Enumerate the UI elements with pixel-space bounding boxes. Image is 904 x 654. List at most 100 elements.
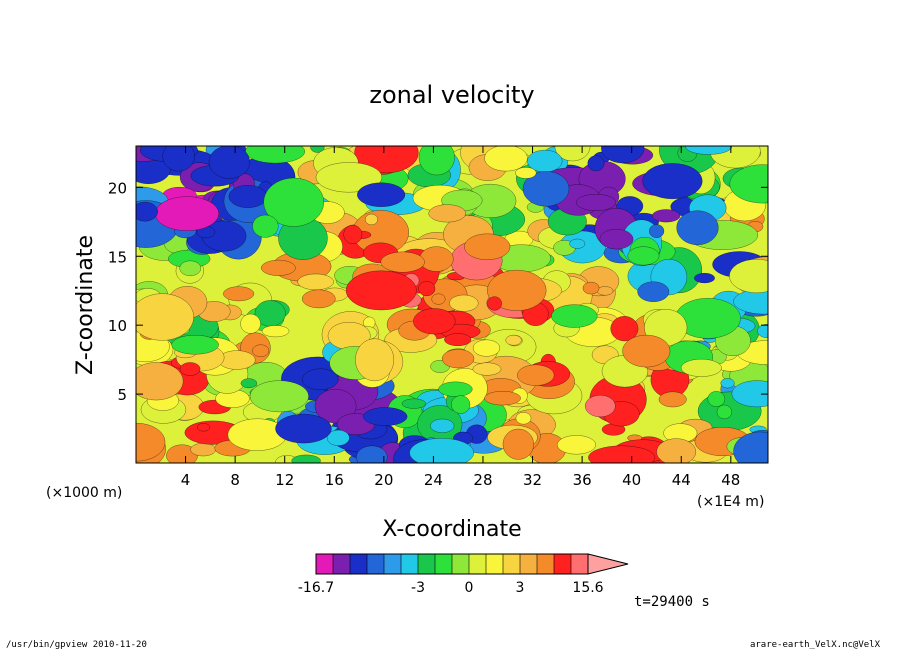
velocity-field xyxy=(136,146,768,463)
field-contour-patch xyxy=(729,258,768,294)
y-axis-label: Z-coordinate xyxy=(73,235,98,375)
colorbar-segment xyxy=(537,554,555,574)
field-contour-patch xyxy=(651,209,681,223)
colorbar-segment xyxy=(486,554,504,574)
field-contour-patch xyxy=(472,362,502,376)
field-contour-patch xyxy=(642,163,703,200)
field-contour-patch xyxy=(179,260,202,277)
field-contour-patch xyxy=(648,224,665,238)
x-tick-label: 8 xyxy=(230,471,240,489)
field-contour-patch xyxy=(343,224,363,245)
field-contour-patch xyxy=(136,422,166,462)
x-tick-label: 12 xyxy=(275,471,294,489)
colorbar-segment xyxy=(316,554,334,574)
field-contour-patch xyxy=(601,146,645,164)
colorbar-segment xyxy=(435,554,453,574)
field-contour-patch xyxy=(599,228,634,250)
field-contour-patch xyxy=(575,194,617,211)
field-contour-patch xyxy=(171,334,219,355)
field-contour-patch xyxy=(451,395,471,414)
x-tick-label: 24 xyxy=(424,471,443,489)
field-contour-patch xyxy=(444,333,472,347)
colorbar-segment xyxy=(418,554,436,574)
field-contour-patch xyxy=(729,164,768,204)
field-contour-patch xyxy=(301,289,336,309)
x-tick-label: 40 xyxy=(622,471,641,489)
y-tick-label: 5 xyxy=(117,386,127,404)
field-contour-patch xyxy=(487,269,547,311)
field-contour-patch xyxy=(364,213,378,226)
field-contour-patch xyxy=(310,146,325,153)
field-contour-patch xyxy=(720,378,735,389)
field-contour-patch xyxy=(517,364,555,386)
field-contour-patch xyxy=(680,358,722,377)
field-contour-patch xyxy=(136,362,184,401)
field-contour-patch xyxy=(676,210,719,246)
colorbar xyxy=(315,553,629,575)
plot-frame xyxy=(135,145,769,464)
x-tick-label: 28 xyxy=(473,471,492,489)
colorbar-segment xyxy=(384,554,402,574)
field-contour-patch xyxy=(733,288,768,315)
x-axis-label: X-coordinate xyxy=(382,517,521,542)
field-contour-patch xyxy=(315,162,383,193)
field-contour-patch xyxy=(297,273,335,291)
field-contour-patch xyxy=(355,338,395,382)
field-contour-patch xyxy=(449,294,479,312)
field-contour-patch xyxy=(757,324,768,339)
field-contour-patch xyxy=(314,388,357,424)
field-contour-patch xyxy=(162,146,195,172)
field-contour-patch xyxy=(502,428,535,460)
field-contour-patch xyxy=(428,204,467,223)
field-contour-patch xyxy=(588,445,656,463)
field-contour-patch xyxy=(252,344,270,358)
y-tick-label: 10 xyxy=(108,317,127,335)
x-tick-label: 16 xyxy=(325,471,344,489)
x-tick-label: 44 xyxy=(672,471,691,489)
x-axis: 4 8 12 16 20 24 28 32 36 40 44 48 xyxy=(181,146,740,489)
field-contour-patch xyxy=(584,394,616,418)
colorbar-tick-label: -3 xyxy=(411,580,425,596)
field-contour-patch xyxy=(522,171,570,207)
field-contour-patch xyxy=(515,167,537,179)
field-contour-patch xyxy=(418,146,455,176)
colorbar-segment xyxy=(333,554,351,574)
field-contour-patch xyxy=(252,214,279,238)
field-contour-patch xyxy=(380,251,425,273)
field-contour-patch xyxy=(637,281,670,303)
field-contour-patch xyxy=(401,398,427,409)
field-contour-patch xyxy=(228,184,268,208)
field-contour-patch xyxy=(240,378,258,389)
colorbar-tick-label: 3 xyxy=(516,580,525,596)
field-contour-patch xyxy=(551,304,598,328)
field-contour-patch xyxy=(249,380,309,413)
field-contour-patch xyxy=(438,381,473,397)
field-contour-patch xyxy=(430,418,455,433)
field-contour-patch xyxy=(302,368,339,391)
field-contour-patch xyxy=(441,349,475,369)
field-contour-patch xyxy=(515,412,532,425)
field-contour-patch xyxy=(418,281,436,297)
field-contour-patch xyxy=(263,177,325,227)
field-contour-patch xyxy=(505,334,522,346)
field-contour-patch xyxy=(154,196,220,232)
colorbar-segment xyxy=(367,554,385,574)
field-contour-patch xyxy=(356,445,388,463)
footer-file-info: arare-earth_VelX.nc@VelX xyxy=(749,640,880,650)
colorbar-overflow-arrow xyxy=(587,553,629,575)
field-contour-patch xyxy=(431,293,446,305)
x-tick-label: 4 xyxy=(181,471,191,489)
y-tick-label: 15 xyxy=(108,248,127,266)
field-contour-patch xyxy=(413,308,456,335)
footer-program-info: /usr/bin/gpview 2010-11-20 xyxy=(6,640,147,650)
field-contour-patch xyxy=(707,391,726,407)
field-contour-patch xyxy=(569,238,586,249)
field-contour-patch xyxy=(345,270,417,311)
x-axis-unit: (×1E4 m) xyxy=(697,494,764,510)
x-tick-label: 36 xyxy=(573,471,592,489)
field-contour-patch xyxy=(472,339,501,357)
colorbar-segment xyxy=(503,554,521,574)
field-contour-patch xyxy=(694,272,715,284)
field-contour-patch xyxy=(260,259,296,276)
